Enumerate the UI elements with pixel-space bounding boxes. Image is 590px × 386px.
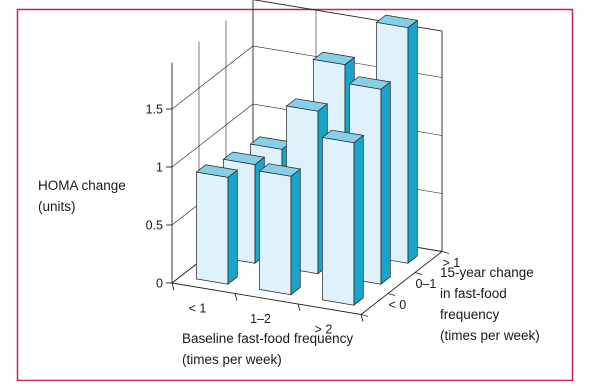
x-tick <box>234 293 238 301</box>
y-tick <box>387 293 396 296</box>
bar-front-face <box>322 137 355 306</box>
z-tick-label: 1.5 <box>146 103 163 117</box>
bar <box>258 163 302 296</box>
y-tick <box>414 272 423 275</box>
y-tick <box>360 314 369 317</box>
bar-side-face <box>380 81 391 285</box>
bar <box>195 164 239 285</box>
z-tick-label: 0.5 <box>146 219 163 233</box>
chart-bars <box>195 14 419 306</box>
y-axis-label-line-1: 15-year change <box>440 265 534 280</box>
y-tick-label: 0–1 <box>416 277 437 291</box>
y-axis-label-line-2: in fast-food <box>440 286 507 301</box>
y-axis-label: 15-year change in fast-food frequency (t… <box>440 265 540 343</box>
x-tick <box>171 282 175 291</box>
x-tick-label: < 1 <box>189 301 207 315</box>
z-axis-label: HOMA change (units) <box>38 178 130 214</box>
bar-side-face <box>407 19 418 264</box>
z-tick-label: 0 <box>156 277 163 291</box>
bar-side-face <box>227 169 238 285</box>
x-tick <box>360 314 364 322</box>
bar-front-face <box>259 170 292 296</box>
x-tick-label: > 2 <box>315 322 333 336</box>
y-axis-label-line-3: frequency <box>440 307 500 322</box>
y-axis-label-line-4: (times per week) <box>440 328 540 343</box>
bar-front-face <box>196 171 229 285</box>
z-axis-label-line-2: (units) <box>38 199 76 214</box>
bar-side-face <box>290 168 301 296</box>
x-axis-label-line-2: (times per week) <box>182 352 282 367</box>
z-tick-label: 1 <box>156 161 163 175</box>
x-axis-label-line-1: Baseline fast-food frequency <box>182 331 353 346</box>
y-tick <box>441 251 450 254</box>
chart-ticks: 0 0.5 1 1.5 < 1 1–2 > 2 < 0 0–1 > 1 <box>146 103 461 337</box>
bar-side-face <box>353 134 364 306</box>
z-axis-label-line-1: HOMA change <box>38 178 126 193</box>
y-tick-label: > 1 <box>443 256 461 270</box>
x-tick-label: 1–2 <box>250 312 271 326</box>
bar <box>321 129 365 306</box>
x-tick <box>297 303 301 312</box>
x-axis-label: Baseline fast-food frequency (times per … <box>182 331 357 367</box>
y-tick-label: < 0 <box>389 298 407 312</box>
